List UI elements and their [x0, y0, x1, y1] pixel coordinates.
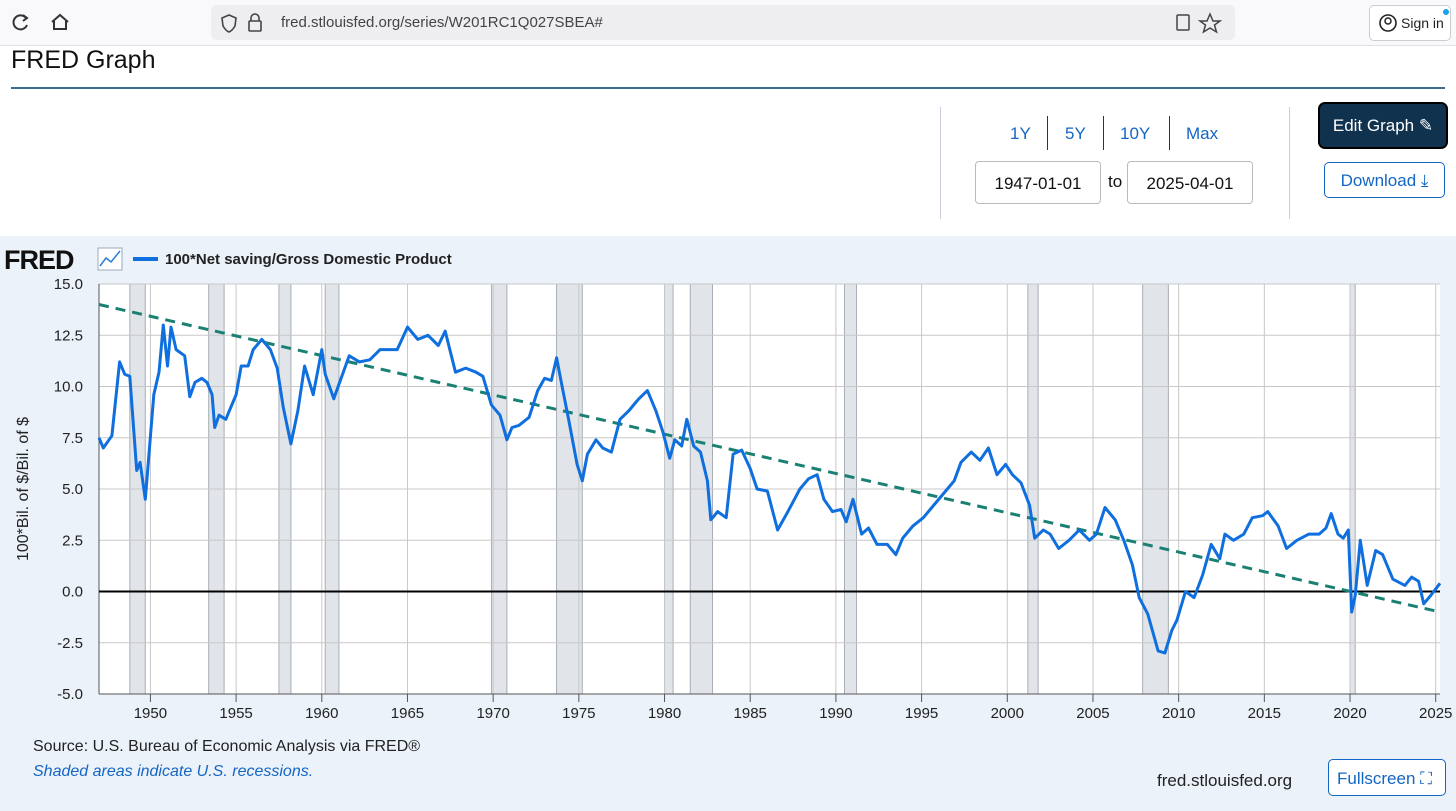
x-tick-label: 1975: [562, 705, 595, 722]
nav-icons: [12, 13, 69, 31]
url-text: fred.stlouisfed.org/series/W201RC1Q027SB…: [281, 14, 603, 31]
sign-in-label: Sign in: [1401, 15, 1444, 31]
x-tick-label: 1965: [391, 705, 424, 722]
range-button[interactable]: 5Y: [1065, 124, 1086, 143]
browser-toolbar: fred.stlouisfed.org/series/W201RC1Q027SB…: [0, 0, 1456, 46]
source-text: Source: U.S. Bureau of Economic Analysis…: [33, 738, 421, 755]
sign-in-button[interactable]: Sign in: [1369, 5, 1451, 41]
logo-icon-line: [99, 250, 121, 267]
x-tick-label: 1960: [305, 705, 338, 722]
x-tick-label: 1970: [476, 705, 509, 722]
x-tick-label: 2020: [1333, 705, 1366, 722]
separator: [1289, 107, 1290, 219]
fred-logo: FRED: [4, 245, 74, 275]
x-tick-label: 1950: [134, 705, 167, 722]
x-tick-label: 2000: [991, 705, 1024, 722]
range-button[interactable]: 1Y: [1010, 124, 1031, 143]
y-tick-label: 10.0: [54, 379, 83, 396]
y-tick-label: -5.0: [57, 686, 83, 703]
x-tick-label: 2010: [1162, 705, 1195, 722]
y-tick-label: 12.5: [54, 327, 83, 344]
y-tick-label: 15.0: [54, 276, 83, 293]
logo-icon: [97, 247, 123, 271]
start-date-input[interactable]: 1947-01-01: [975, 161, 1101, 204]
y-tick-label: 2.5: [62, 532, 83, 549]
y-tick-label: -2.5: [57, 635, 83, 652]
series-line: [97, 323, 1442, 655]
fullscreen-label: Fullscreen: [1337, 769, 1416, 788]
reload-icon[interactable]: [12, 14, 28, 31]
y-tick-label: 7.5: [62, 430, 83, 447]
edit-graph-button[interactable]: Edit Graph ✎: [1320, 104, 1446, 147]
separator: [940, 107, 941, 219]
y-tick-label: 0.0: [62, 584, 83, 601]
chart: FRED 100*Net saving/Gross Domestic Produc…: [4, 245, 1452, 722]
x-tick-label: 1990: [819, 705, 852, 722]
x-tick-label: 2025: [1419, 705, 1452, 722]
fullscreen-button[interactable]: Fullscreen ⛶: [1328, 759, 1446, 796]
x-tick-label: 1995: [905, 705, 938, 722]
site-text: fred.stlouisfed.org: [1157, 771, 1293, 790]
range-button[interactable]: 10Y: [1120, 124, 1151, 143]
x-tick-label: 2005: [1076, 705, 1109, 722]
separator: [1103, 116, 1104, 150]
url-actions: [1176, 12, 1223, 34]
edit-label: Edit Graph: [1332, 116, 1415, 135]
download-button[interactable]: Download ⤓: [1324, 162, 1445, 198]
end-date-input[interactable]: 2025-04-01: [1127, 161, 1253, 204]
x-tick-label: 2015: [1248, 705, 1281, 722]
x-tick-label: 1980: [648, 705, 681, 722]
y-tick-label: 5.0: [62, 481, 83, 498]
y-axis-label: 100*Bil. of $/Bil. of $: [15, 417, 32, 561]
recession-note: Shaded areas indicate U.S. recessions.: [33, 763, 314, 780]
title-rule: [11, 87, 1445, 89]
download-label: Download: [1340, 171, 1417, 190]
security-icons: [221, 13, 262, 33]
range-button[interactable]: Max: [1186, 124, 1219, 143]
home-icon[interactable]: [51, 13, 69, 30]
page-title: FRED Graph: [11, 46, 156, 74]
legend-label: 100*Net saving/Gross Domestic Product: [165, 251, 452, 268]
url-bar[interactable]: fred.stlouisfed.org/series/W201RC1Q027SB…: [211, 5, 1235, 40]
to-label: to: [1108, 172, 1123, 191]
separator: [1169, 116, 1170, 150]
x-tick-label: 1955: [219, 705, 252, 722]
separator: [1047, 116, 1048, 150]
x-tick-label: 1985: [734, 705, 767, 722]
